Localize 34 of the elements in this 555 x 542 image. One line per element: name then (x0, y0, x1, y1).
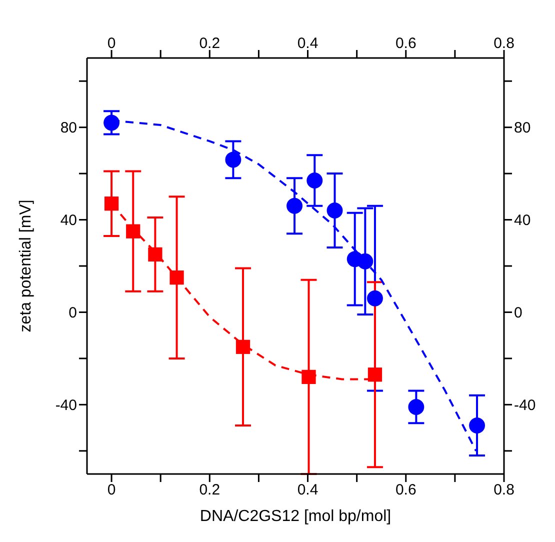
x2-tick-label: 0.6 (395, 482, 416, 499)
y-tick-label: 0 (68, 304, 77, 322)
y-axis-title: zeta potential [mV] (18, 200, 35, 332)
y2-tick-label: 40 (514, 212, 531, 230)
x2-tick-label: 0.8 (494, 482, 514, 499)
y2-tick-label: 0 (514, 304, 522, 322)
point (408, 399, 424, 415)
x-tick-label: 0.4 (297, 35, 318, 52)
point (306, 172, 323, 188)
y2-tick-label: -40 (514, 396, 536, 414)
y-tick-label: 40 (60, 212, 77, 230)
x-tick-label: 0.8 (494, 35, 514, 52)
x-tick-label: 0.6 (395, 35, 416, 52)
point (148, 247, 162, 262)
point (104, 114, 120, 131)
point (368, 368, 382, 382)
point (286, 198, 302, 214)
x-axis-title: DNA/C2GS12 [mol bp/mol] (200, 508, 392, 525)
y-tick-label: -40 (55, 396, 77, 414)
point (326, 202, 343, 218)
x-tick-label: 0.2 (199, 35, 220, 52)
point (225, 152, 242, 168)
y2-tick-label: 80 (514, 120, 531, 137)
x-tick-label: 0 (107, 35, 116, 52)
point (302, 370, 316, 384)
point (469, 418, 485, 434)
point (366, 290, 383, 306)
y-tick-label: 80 (60, 120, 77, 137)
point (104, 196, 119, 211)
point (357, 253, 374, 270)
x2-tick-label: 0.2 (199, 482, 220, 499)
point (170, 270, 184, 285)
x2-tick-label: 0.4 (297, 482, 318, 499)
x2-tick-label: 0 (107, 482, 116, 499)
